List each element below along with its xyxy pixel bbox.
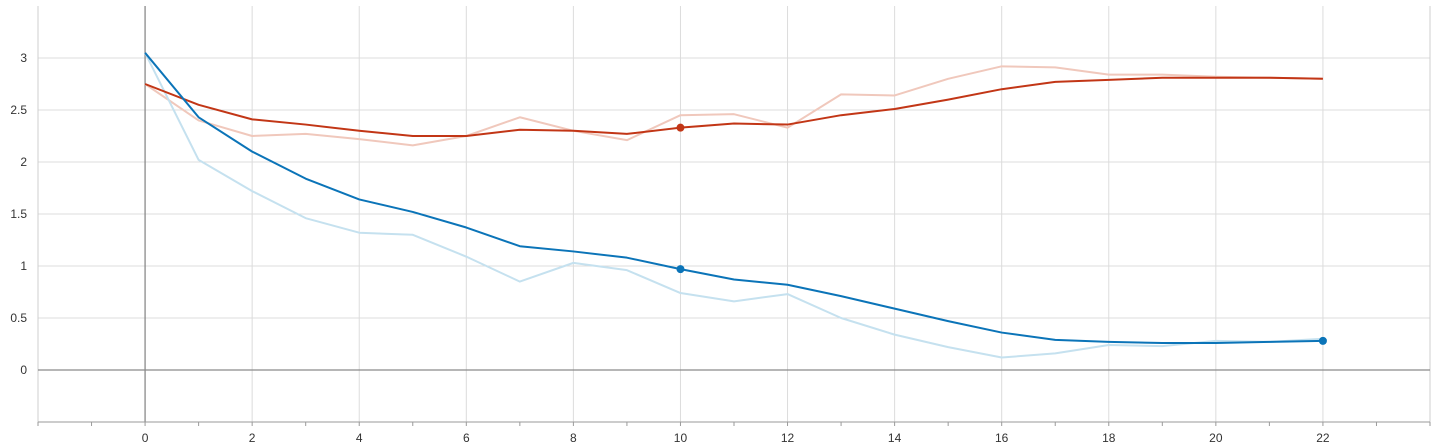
x-tick-label: 0 [142, 431, 149, 444]
series-1-marker[interactable] [676, 265, 685, 274]
x-tick-label: 18 [1102, 431, 1116, 444]
series-0-smoothed-line [144, 76, 1323, 137]
y-tick-label: 3 [20, 51, 27, 65]
y-tick-label: 2 [20, 155, 27, 169]
y-tick-label: 2.5 [10, 103, 27, 117]
series-layer [144, 52, 1323, 359]
series-1-raw-line [144, 52, 1323, 359]
x-tick-label: 22 [1316, 431, 1330, 444]
x-tick-label: 12 [781, 431, 795, 444]
x-tick-label: 16 [995, 431, 1009, 444]
x-tick-label: 4 [356, 431, 363, 444]
grid [37, 6, 1431, 422]
x-tick-label: 10 [674, 431, 688, 444]
y-tick-label: 0.5 [10, 311, 27, 325]
x-tick-label: 8 [570, 431, 577, 444]
y-tick-label: 1.5 [10, 207, 27, 221]
series-0-raw-line [144, 65, 1323, 147]
x-tick-label: 14 [888, 431, 902, 444]
axes [37, 6, 1431, 426]
series-0-marker[interactable] [676, 123, 685, 132]
series-1-smoothed-line [144, 52, 1323, 344]
y-tick-label: 1 [20, 259, 27, 273]
x-tick-label: 6 [463, 431, 470, 444]
x-tick-label: 2 [249, 431, 256, 444]
tick-labels: 0 2 4 6 8 10 12 14 16 18 20 22 0 0.5 1 1.5 2 2.5 3 [10, 51, 1330, 444]
series-1-marker[interactable] [1318, 336, 1327, 345]
markers-layer [676, 123, 1327, 345]
x-tick-label: 20 [1209, 431, 1223, 444]
y-tick-label: 0 [20, 363, 27, 377]
